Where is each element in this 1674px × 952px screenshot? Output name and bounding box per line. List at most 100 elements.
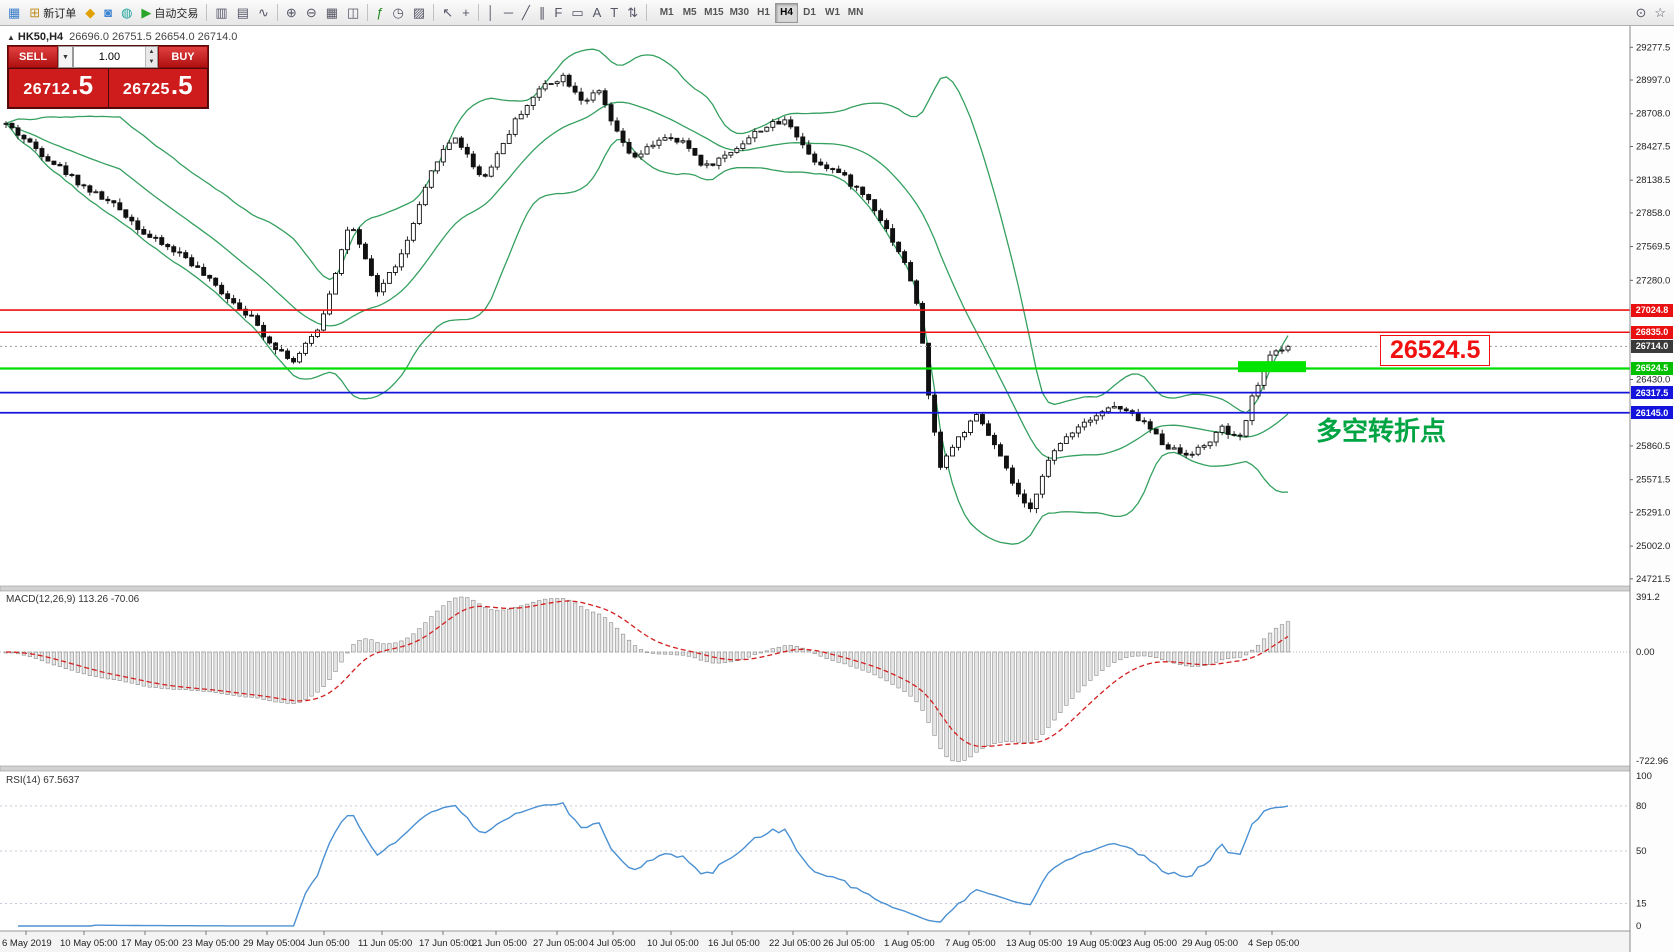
macd-pane[interactable] (0, 596, 1630, 762)
horizontal-line-icon: ─ (503, 5, 514, 20)
toolbar-separator (206, 4, 208, 21)
price-axis[interactable] (1630, 26, 1674, 952)
price-tick-label: 28138.5 (1636, 175, 1670, 186)
horizontal-line-button[interactable]: ─ (500, 2, 517, 24)
shapes-button[interactable]: ▭ (567, 2, 587, 24)
price-line-badge: 26835.0 (1631, 325, 1673, 339)
grid-button[interactable]: ▦ (322, 2, 342, 24)
time-axis-label: 29 May 05:00 (243, 938, 301, 949)
text-button[interactable]: A (589, 2, 606, 24)
price-tick-label: 26430.0 (1636, 375, 1670, 386)
buy-button[interactable]: BUY (158, 46, 208, 68)
time-axis-label: 1 Aug 05:00 (884, 938, 935, 949)
cursor-button[interactable]: ↖ (438, 2, 457, 24)
bollinger-upper-band (5, 48, 1289, 414)
time-axis-label: 23 Aug 05:00 (1121, 938, 1177, 949)
toolbar-separator (276, 4, 278, 21)
time-axis-label: 27 Jun 05:00 (533, 938, 588, 949)
buy-price-main: 26725 (122, 81, 170, 98)
new-order-button-label: 新订单 (43, 7, 77, 20)
price-tick-label: 25291.0 (1636, 507, 1670, 518)
toolbar-right-group: ⊙ ☆ (1631, 2, 1670, 24)
rsi-name: RSI(14) (6, 775, 41, 786)
autotrading-icon: ▶ (141, 5, 152, 20)
channel-button[interactable]: ∥ (535, 2, 550, 24)
signals-icon-button[interactable]: ◍ (117, 2, 136, 24)
timeframe-m30-button[interactable]: M30 (727, 3, 752, 23)
time-axis-label: 10 Jul 05:00 (647, 938, 699, 949)
community-icon-button[interactable]: ◙ (100, 2, 116, 24)
macd-name: MACD(12,26,9) (6, 594, 76, 605)
search-button[interactable]: ⊙ (1631, 2, 1650, 24)
periods-button[interactable]: ◷ (389, 2, 408, 24)
cursor-icon: ↖ (442, 5, 454, 20)
timeframe-w1-button[interactable]: W1 (821, 3, 844, 23)
crosshair-button[interactable]: + (458, 2, 474, 24)
vertical-line-button[interactable]: │ (483, 2, 499, 24)
horizontal-lines-layer[interactable] (0, 309, 1630, 414)
pane-separator[interactable] (0, 585, 1674, 592)
line-chart-icon: ∿ (258, 5, 269, 20)
rsi-line (18, 801, 1289, 927)
timeframe-h4-button[interactable]: H4 (775, 2, 799, 23)
sell-price-button[interactable]: 26712 .5 (9, 69, 108, 107)
new-order-button[interactable]: ⊞ 新订单 (25, 2, 80, 24)
line-chart-button[interactable]: ∿ (254, 2, 273, 24)
toolbar-separator (477, 4, 479, 21)
turning-point-annotation[interactable]: 多空转折点 (1316, 416, 1447, 446)
app-icon-button[interactable]: ▦ (4, 2, 24, 24)
community-icon-icon: ◙ (104, 5, 113, 20)
rsi-pane[interactable] (0, 801, 1630, 927)
time-axis-label: 11 Jun 05:00 (358, 938, 412, 949)
time-axis-label: 17 Jun 05:00 (419, 938, 474, 949)
zoom-out-button[interactable]: ⊖ (302, 2, 321, 24)
indicators-button[interactable]: ƒ (372, 2, 387, 24)
autotrading-button[interactable]: ▶ 自动交易 (137, 2, 202, 24)
chart-region[interactable]: 6 May 2019 10 May 05:00 17 May 05:00 23 May… (0, 26, 1674, 952)
bar-chart-icon: ▥ (215, 5, 228, 20)
main-price-pane[interactable] (0, 48, 1630, 545)
timeframe-m15-button[interactable]: M15 (701, 3, 726, 23)
tile-windows-button[interactable]: ◫ (343, 2, 363, 24)
macd-axis-label: 391.2 (1636, 592, 1660, 603)
arrows-icon: ⇅ (627, 5, 639, 20)
label-button[interactable]: T (606, 2, 622, 24)
fibonacci-button[interactable]: F (550, 2, 566, 24)
price-line-badge: 26317.5 (1631, 386, 1673, 400)
volume-input[interactable] (74, 47, 145, 67)
bar-chart-button[interactable]: ▥ (211, 2, 231, 24)
rsi-indicator-label: RSI(14) 67.5637 (6, 775, 79, 786)
price-line-badge: 26524.5 (1631, 361, 1673, 375)
zoom-in-button[interactable]: ⊕ (282, 2, 301, 24)
timeframe-d1-button[interactable]: D1 (798, 3, 821, 23)
volume-up-button[interactable]: ▲ (145, 47, 157, 57)
time-axis-strip[interactable] (0, 931, 1674, 952)
templates-button[interactable]: ▨ (409, 2, 429, 24)
time-axis-label: 4 Jun 05:00 (300, 938, 350, 949)
highlight-rectangle[interactable] (1238, 361, 1306, 373)
time-axis-label: 23 May 05:00 (182, 938, 240, 949)
deposit-icon-icon: ◆ (85, 5, 96, 20)
timeframe-h1-button[interactable]: H1 (752, 3, 775, 23)
pane-separator[interactable] (0, 765, 1674, 772)
timeframe-mn-button[interactable]: MN (844, 3, 867, 23)
candlestick-chart-button[interactable]: ▤ (233, 2, 253, 24)
arrows-button[interactable]: ⇅ (623, 2, 642, 24)
deposit-icon-button[interactable]: ◆ (81, 2, 99, 24)
rsi-axis-label: 100 (1636, 771, 1652, 782)
price-tick-label: 28708.0 (1636, 109, 1670, 120)
price-chart-canvas[interactable]: 6 May 2019 10 May 05:00 17 May 05:00 23 May… (0, 26, 1674, 952)
timeframe-m5-button[interactable]: M5 (678, 3, 701, 23)
sell-button[interactable]: SELL (8, 46, 58, 68)
volume-dropdown-button[interactable]: ▼ (58, 46, 73, 68)
periods-icon: ◷ (392, 5, 404, 20)
timeframe-m1-button[interactable]: M1 (655, 3, 678, 23)
volume-down-button[interactable]: ▼ (145, 57, 157, 67)
trendline-button[interactable]: ╱ (518, 2, 534, 24)
price-callout-annotation[interactable]: 26524.5 (1380, 335, 1491, 366)
toolbar-separator (646, 4, 648, 21)
buy-price-button[interactable]: 26725 .5 (108, 69, 207, 107)
favorites-button[interactable]: ☆ (1650, 2, 1670, 24)
rsi-axis-label: 0 (1636, 921, 1641, 932)
buy-price-fraction: .5 (170, 70, 193, 100)
